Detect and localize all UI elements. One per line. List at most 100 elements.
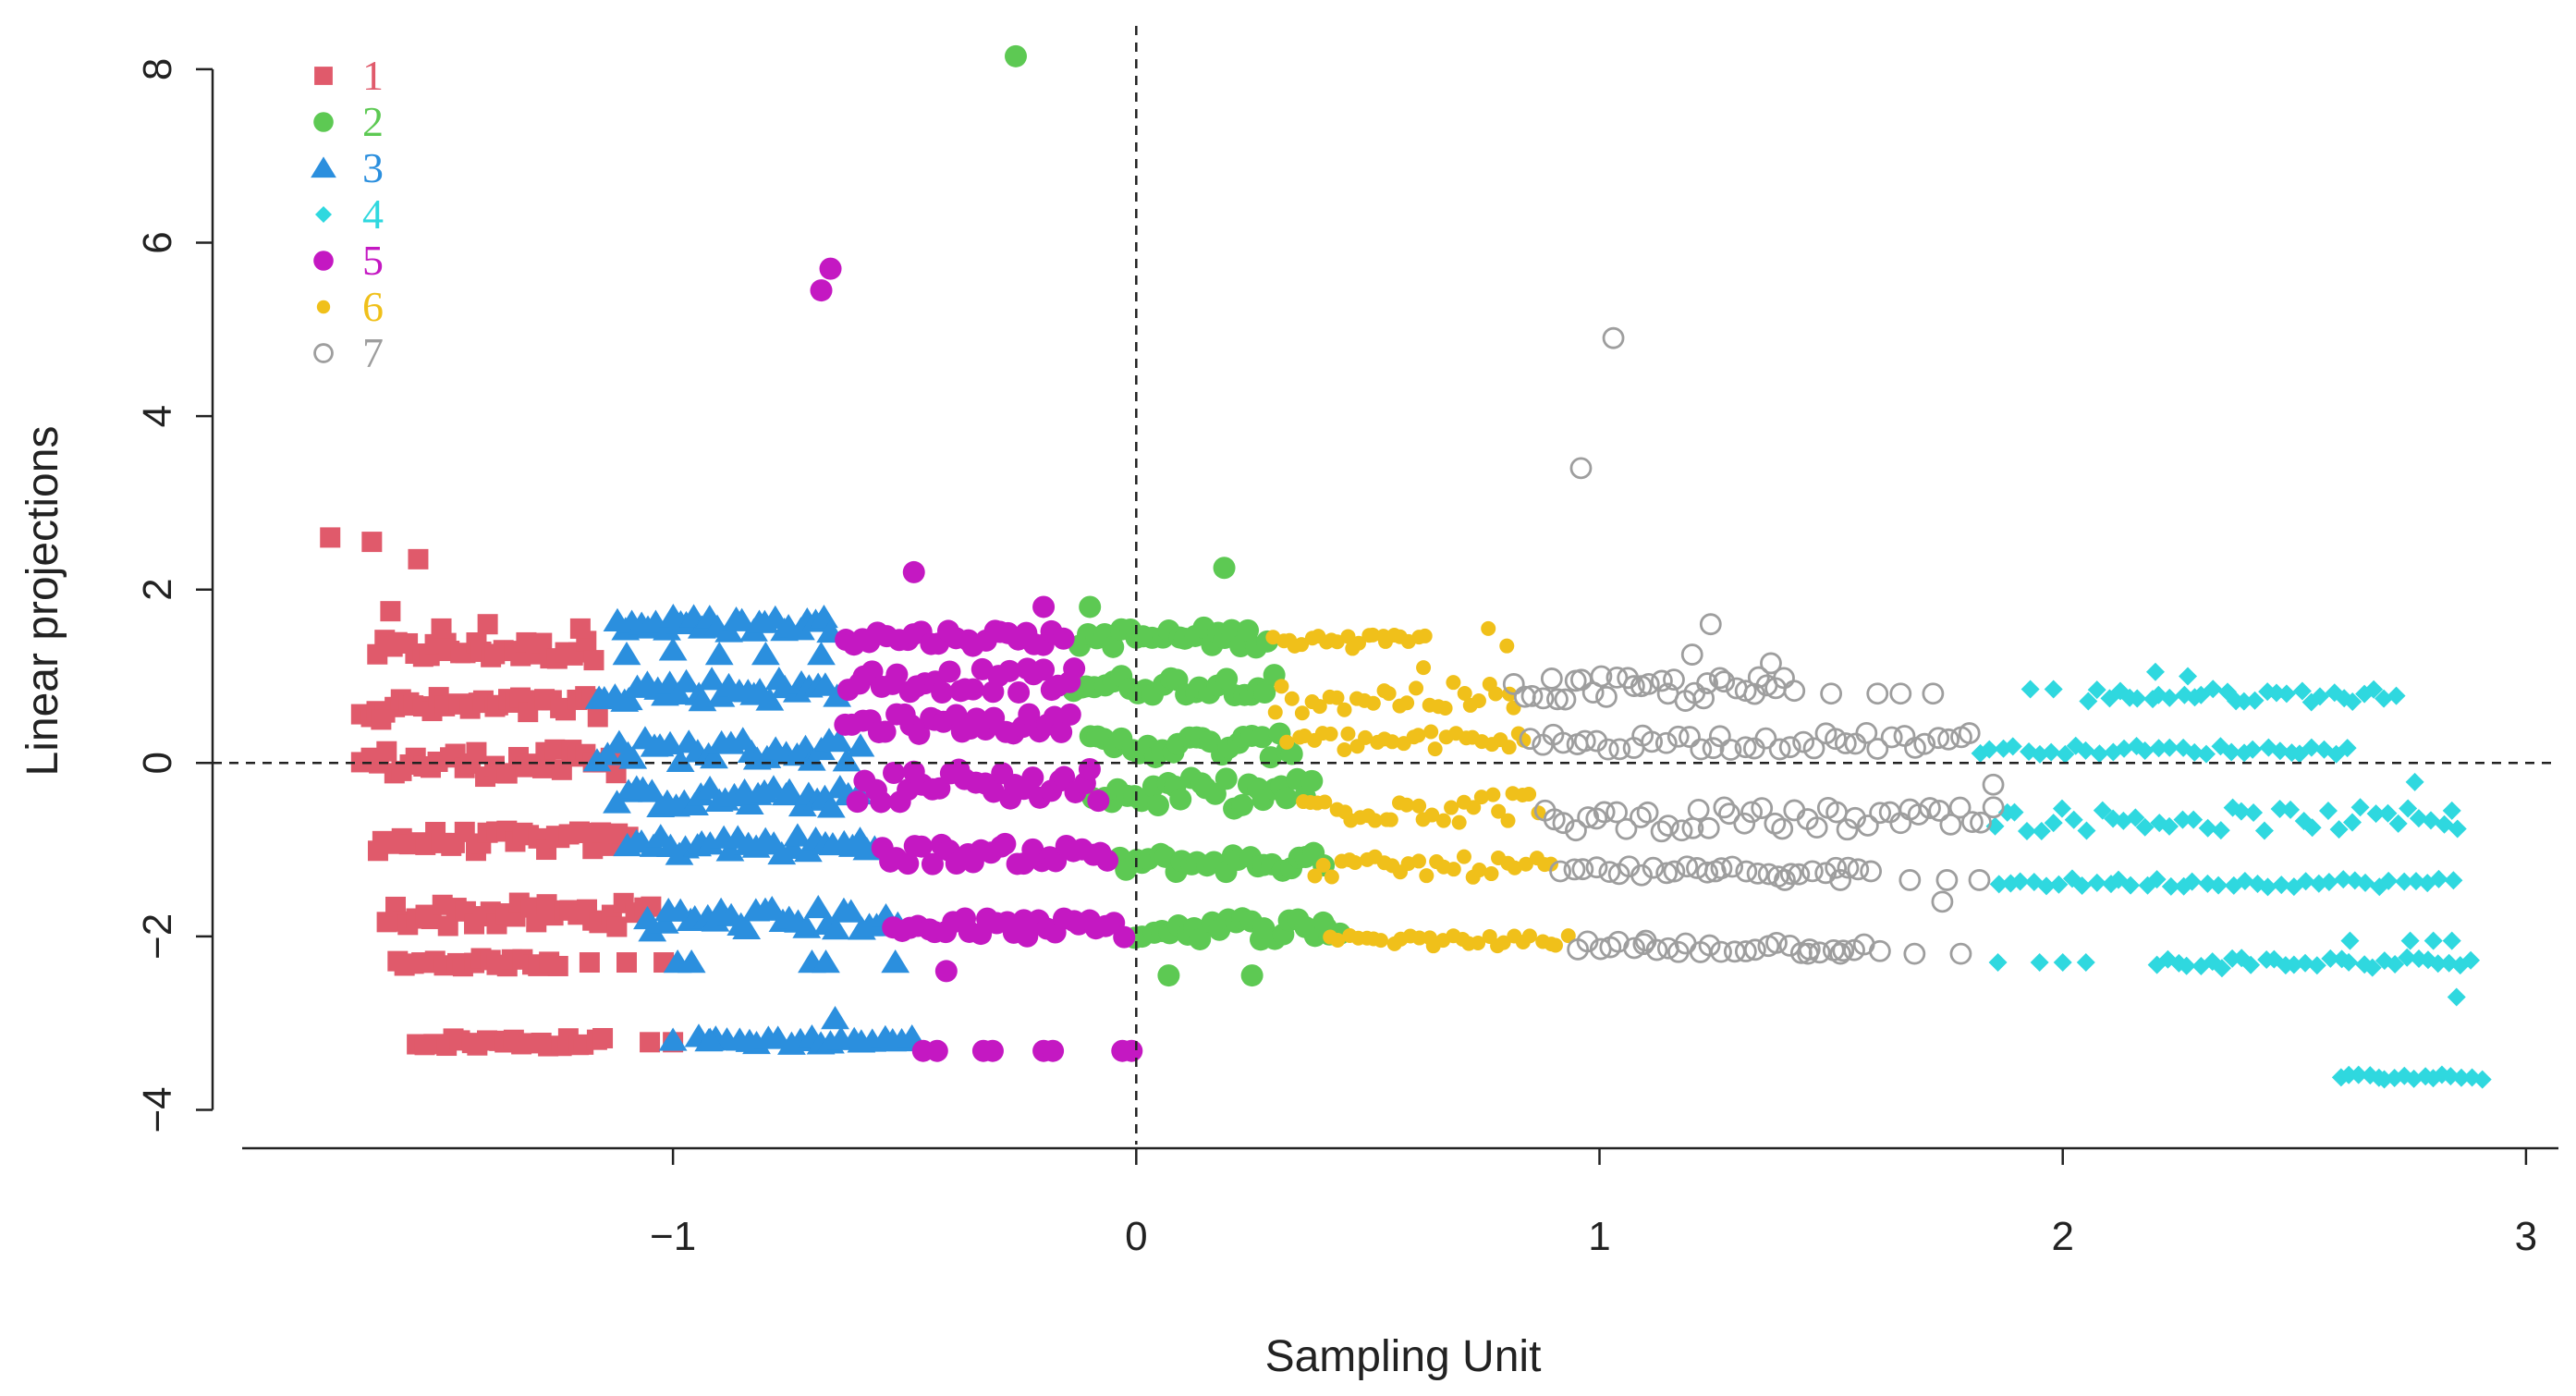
data-point [1052, 627, 1075, 650]
data-point [1365, 627, 1381, 643]
data-point [1928, 800, 1951, 822]
data-point [2270, 741, 2289, 761]
data-point [1500, 813, 1516, 828]
data-point [2212, 959, 2231, 978]
data-point [582, 839, 604, 860]
data-point [1792, 730, 1815, 753]
data-point [1937, 728, 1960, 751]
data-point [1294, 637, 1310, 653]
data-point [1760, 652, 1782, 675]
legend-marker [315, 206, 332, 223]
series-1-band-4 [376, 892, 662, 937]
legend-label: 6 [362, 283, 384, 330]
data-point [803, 894, 833, 919]
data-point [1676, 855, 1699, 878]
data-point [2254, 821, 2274, 840]
data-point [1507, 860, 1522, 876]
data-point [2177, 956, 2196, 975]
data-point [1571, 858, 1594, 881]
data-point [846, 790, 869, 814]
data-point [2448, 819, 2467, 839]
data-point [1847, 858, 1870, 881]
data-point [477, 614, 498, 635]
data-point [1520, 684, 1544, 707]
data-point [1251, 726, 1274, 749]
data-point [606, 916, 628, 937]
data-point [1502, 673, 1525, 695]
data-point [1120, 1039, 1143, 1062]
data-point [1050, 720, 1073, 743]
data-point [1637, 672, 1660, 695]
data-point [579, 952, 600, 974]
data-point [1907, 803, 1930, 826]
data-point [637, 778, 666, 802]
data-point [832, 748, 861, 772]
legend-marker [316, 300, 331, 314]
data-point [1696, 861, 1719, 884]
data-point [2388, 814, 2408, 833]
data-point [2338, 739, 2357, 758]
data-point [1834, 732, 1857, 754]
data-point [547, 955, 568, 976]
data-point [1471, 935, 1486, 950]
data-point [1347, 855, 1362, 871]
series-5-band-4 [871, 832, 1119, 876]
data-point [1053, 765, 1076, 789]
data-point [2160, 738, 2179, 757]
data-point [638, 918, 667, 942]
data-point [2090, 744, 2109, 764]
data-point [1768, 738, 1791, 761]
data-point [994, 832, 1017, 855]
data-point [650, 910, 679, 934]
series-7 [1502, 326, 2005, 965]
data-point [1605, 801, 1628, 824]
series-3-band-3 [603, 775, 873, 818]
data-point [2356, 873, 2375, 892]
data-point [1765, 931, 1788, 954]
data-point [1746, 862, 1769, 885]
series-6 [1265, 620, 1576, 954]
data-point [1300, 769, 1324, 792]
data-point [1723, 940, 1746, 963]
x-tick-label: −1 [650, 1214, 696, 1259]
data-point [2037, 876, 2057, 896]
data-point [1518, 856, 1533, 872]
data-point [1279, 734, 1295, 750]
data-point [921, 852, 944, 876]
data-point [380, 601, 401, 622]
data-point [1710, 940, 1732, 963]
data-point [1713, 796, 1736, 819]
data-point [2235, 871, 2254, 890]
data-point [2307, 956, 2326, 975]
data-point [1855, 721, 1878, 744]
legend-marker [313, 251, 334, 271]
data-point [1968, 869, 1991, 891]
legend-label: 2 [362, 98, 384, 145]
data-point [2364, 680, 2384, 699]
data-point [2003, 737, 2022, 756]
data-point [1315, 857, 1331, 873]
data-point [2052, 799, 2071, 818]
data-point [1005, 44, 1028, 67]
data-point [1735, 860, 1758, 883]
data-point [2428, 954, 2448, 974]
data-point [1663, 860, 1686, 883]
data-point [1860, 860, 1883, 883]
data-point [1783, 680, 1806, 703]
data-point [2135, 817, 2155, 837]
data-point [1471, 693, 1486, 709]
data-point [2126, 808, 2145, 827]
series-4-band-3 [1989, 869, 2463, 897]
data-point [1411, 930, 1427, 946]
data-point [2301, 738, 2321, 757]
data-point [2077, 821, 2096, 840]
data-point [755, 687, 785, 711]
data-point [1696, 672, 1718, 694]
data-point [2340, 931, 2360, 950]
data-point [1521, 928, 1537, 944]
data-point [2042, 742, 2061, 762]
data-point [2222, 742, 2241, 762]
data-point [1837, 856, 1860, 879]
data-point [2032, 821, 2051, 840]
